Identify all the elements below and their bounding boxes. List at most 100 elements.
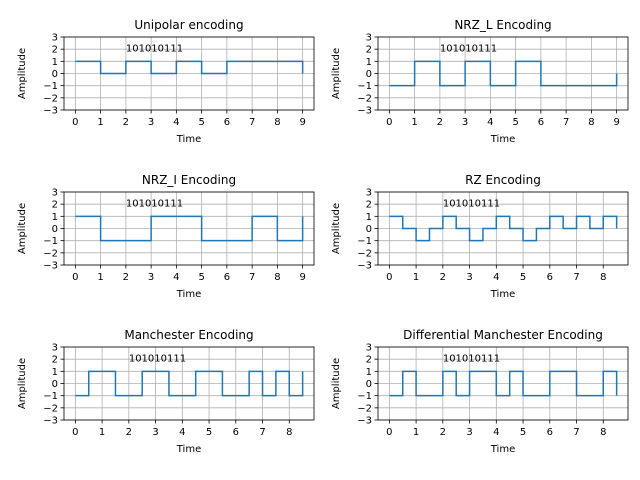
chart-title: NRZ_L Encoding [454, 18, 551, 32]
y-tick-label: 1 [366, 212, 372, 223]
x-tick-label: 2 [126, 427, 132, 438]
signal-line [389, 60, 618, 87]
y-tick-label: 0 [52, 69, 58, 80]
y-tick-label: 3 [366, 33, 372, 44]
y-tick-label: 1 [52, 367, 58, 378]
x-tick-label: 1 [99, 427, 105, 438]
y-tick-label: 0 [366, 224, 372, 235]
signal-line [75, 215, 304, 242]
y-tick-label: 0 [52, 379, 58, 390]
chart-title: NRZ_I Encoding [142, 173, 236, 187]
y-tick-label: −2 [357, 93, 372, 104]
y-tick-label: −3 [43, 416, 58, 427]
y-axis-label: Amplitude [17, 358, 28, 409]
y-tick-label: −3 [357, 106, 372, 117]
y-tick-label: 2 [366, 200, 372, 211]
y-tick-label: 1 [366, 367, 372, 378]
x-tick-label: 0 [386, 117, 392, 128]
y-tick-label: −2 [357, 248, 372, 259]
y-axis-label: Amplitude [17, 203, 28, 254]
x-tick-label: 7 [249, 117, 255, 128]
bit-sequence-annotation: 101010111 [443, 199, 500, 210]
x-tick-label: 5 [520, 272, 526, 283]
chart-title: RZ Encoding [465, 173, 541, 187]
x-axis-label: Time [490, 289, 515, 300]
signal-line [389, 215, 618, 242]
x-tick-label: 2 [440, 427, 446, 438]
y-tick-label: 2 [366, 45, 372, 56]
y-tick-label: −2 [43, 248, 58, 259]
y-tick-label: −1 [43, 236, 58, 247]
chart-title: Unipolar encoding [134, 18, 243, 32]
x-axis-label: Time [176, 134, 201, 145]
y-tick-label: −1 [357, 391, 372, 402]
y-tick-label: 3 [52, 343, 58, 354]
chart-title: Manchester Encoding [124, 328, 253, 342]
x-axis-label: Time [490, 444, 515, 455]
y-tick-label: 3 [52, 188, 58, 199]
x-tick-label: 7 [573, 427, 579, 438]
y-tick-label: −1 [357, 236, 372, 247]
y-tick-label: −1 [43, 391, 58, 402]
y-tick-label: −2 [43, 403, 58, 414]
x-tick-label: 9 [613, 117, 619, 128]
x-tick-label: 1 [97, 272, 103, 283]
x-tick-label: 0 [386, 272, 392, 283]
y-tick-label: 1 [52, 57, 58, 68]
x-tick-label: 0 [386, 427, 392, 438]
x-tick-label: 0 [72, 272, 78, 283]
x-tick-label: 2 [123, 117, 129, 128]
x-tick-label: 4 [487, 117, 493, 128]
x-tick-label: 8 [600, 427, 606, 438]
x-tick-label: 7 [573, 272, 579, 283]
y-tick-label: 3 [366, 343, 372, 354]
x-tick-label: 6 [224, 272, 230, 283]
x-axis-label: Time [176, 444, 201, 455]
signal-line [389, 370, 618, 397]
y-tick-label: −3 [43, 106, 58, 117]
x-tick-label: 6 [224, 117, 230, 128]
bit-sequence-annotation: 101010111 [129, 354, 186, 365]
x-tick-label: 3 [148, 117, 154, 128]
x-tick-label: 5 [512, 117, 518, 128]
x-tick-label: 6 [538, 117, 544, 128]
x-tick-label: 2 [440, 272, 446, 283]
bit-sequence-annotation: 101010111 [443, 354, 500, 365]
y-tick-label: −1 [357, 81, 372, 92]
x-tick-label: 5 [206, 427, 212, 438]
y-tick-label: 2 [52, 45, 58, 56]
x-tick-label: 5 [198, 272, 204, 283]
x-tick-label: 9 [299, 272, 305, 283]
y-tick-label: 1 [366, 57, 372, 68]
x-tick-label: 1 [413, 272, 419, 283]
x-tick-label: 1 [97, 117, 103, 128]
y-tick-label: −2 [43, 93, 58, 104]
y-tick-label: −1 [43, 81, 58, 92]
bit-sequence-annotation: 101010111 [126, 199, 183, 210]
bit-sequence-annotation: 101010111 [440, 44, 497, 55]
y-tick-label: 0 [366, 69, 372, 80]
y-axis-label: Amplitude [331, 203, 342, 254]
x-tick-label: 8 [588, 117, 594, 128]
signal-line [75, 370, 304, 397]
x-tick-label: 2 [123, 272, 129, 283]
signal-line [75, 60, 304, 75]
x-tick-label: 3 [152, 427, 158, 438]
x-tick-label: 6 [233, 427, 239, 438]
y-tick-label: 0 [52, 224, 58, 235]
x-tick-label: 9 [299, 117, 305, 128]
x-axis-label: Time [490, 134, 515, 145]
y-tick-label: 2 [52, 200, 58, 211]
x-tick-label: 8 [274, 272, 280, 283]
x-tick-label: 4 [179, 427, 185, 438]
x-tick-label: 1 [411, 117, 417, 128]
x-tick-label: 7 [563, 117, 569, 128]
x-tick-label: 5 [520, 427, 526, 438]
x-tick-label: 8 [286, 427, 292, 438]
